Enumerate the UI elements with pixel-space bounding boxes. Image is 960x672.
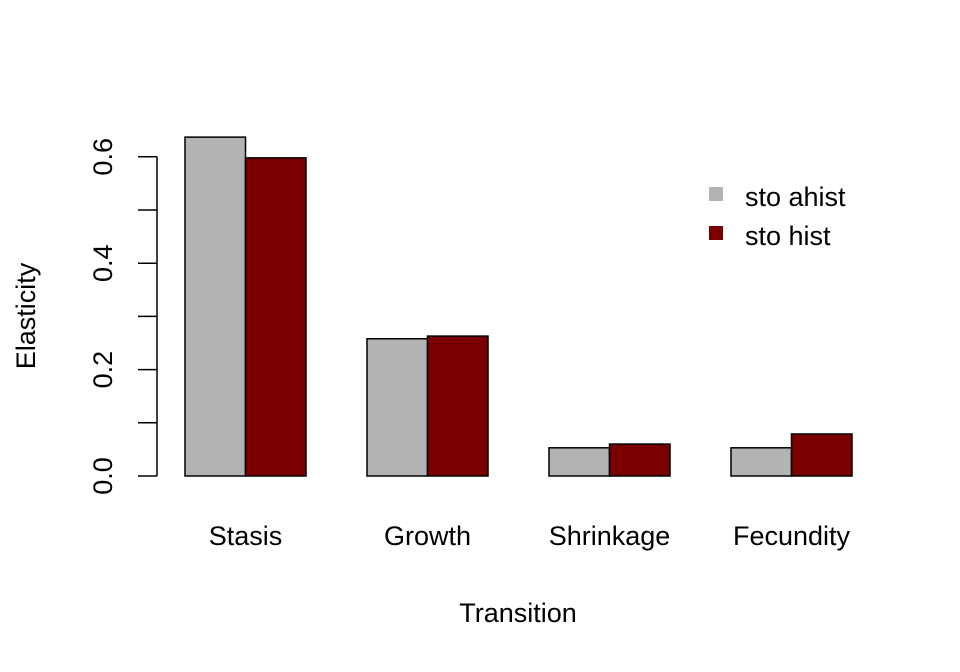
y-tick-label: 0.4 [88, 244, 118, 282]
x-tick-label: Stasis [209, 521, 283, 551]
bar [548, 447, 611, 477]
bar [184, 136, 247, 477]
bar [366, 337, 429, 477]
y-axis-title: Elasticity [11, 262, 41, 369]
bar [426, 335, 489, 477]
x-axis-title: Transition [459, 598, 577, 628]
bar [608, 443, 671, 477]
y-tick-label: 0.6 [88, 138, 118, 176]
bar [790, 433, 853, 477]
bar [244, 157, 307, 477]
legend-swatch [709, 187, 723, 201]
x-tick-label: Fecundity [733, 521, 851, 551]
bar [730, 447, 793, 477]
x-tick-label: Growth [384, 521, 471, 551]
y-tick-label: 0.0 [88, 457, 118, 495]
legend-label: sto hist [745, 221, 831, 251]
legend-label: sto ahist [745, 182, 846, 212]
x-tick-label: Shrinkage [549, 521, 671, 551]
legend-swatch [709, 226, 723, 240]
y-tick-label: 0.2 [88, 351, 118, 389]
